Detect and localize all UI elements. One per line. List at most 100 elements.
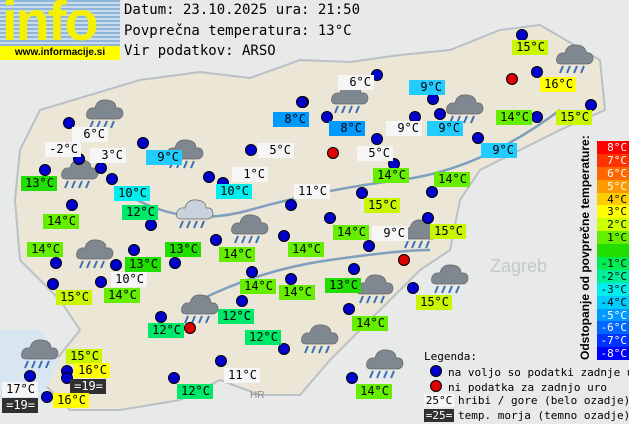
station-available-dot[interactable] (285, 199, 297, 211)
temperature-label: 10°C (114, 186, 150, 201)
temperature-label: 12°C (245, 330, 281, 345)
logo-text: info (2, 0, 99, 52)
temperature-label: 14°C (352, 316, 388, 331)
station-nodata-dot[interactable] (506, 73, 518, 85)
station-available-dot[interactable] (39, 164, 51, 176)
station-available-dot[interactable] (246, 266, 258, 278)
scale-row: -3°C (597, 282, 629, 296)
temperature-label: 8°C (329, 121, 365, 136)
station-nodata-dot[interactable] (184, 322, 196, 334)
station-available-dot[interactable] (236, 295, 248, 307)
scale-title: Odstopanje od povprečne temperature: (578, 135, 592, 360)
station-available-dot[interactable] (346, 372, 358, 384)
scale-row (597, 244, 629, 258)
rain-cloud-icon (430, 260, 470, 300)
temperature-label: 14°C (288, 242, 324, 257)
deviation-scale: 8°C 7°C 6°C 5°C 4°C 3°C 2°C 1°C -1°C -2°C -3°C -4°C… (597, 141, 629, 360)
station-available-dot[interactable] (41, 391, 53, 403)
temperature-label: 11°C (294, 184, 330, 199)
temperature-label: 3°C (90, 148, 126, 163)
station-available-dot[interactable] (168, 372, 180, 384)
station-available-dot[interactable] (356, 187, 368, 199)
temperature-label: 14°C (104, 288, 140, 303)
temperature-label: 14°C (27, 242, 63, 257)
station-available-dot[interactable] (128, 244, 140, 256)
scale-row: -1°C (597, 257, 629, 270)
temperature-label: 14°C (333, 225, 369, 240)
station-available-dot[interactable] (371, 133, 383, 145)
data-source: Vir podatkov: ARSO (124, 43, 276, 59)
station-available-dot[interactable] (210, 234, 222, 246)
sleet-cloud-icon (60, 155, 100, 195)
sea-temperature-label: =19= (70, 379, 106, 394)
rain-cloud-icon (180, 290, 220, 330)
station-nodata-dot[interactable] (398, 254, 410, 266)
station-available-dot[interactable] (422, 212, 434, 224)
scale-row: -2°C (597, 269, 629, 283)
heavy-rain-cloud-icon (20, 335, 60, 375)
rain-cloud-icon (365, 345, 405, 385)
temperature-label: 15°C (556, 110, 592, 125)
temperature-label: 14°C (43, 214, 79, 229)
station-available-dot[interactable] (348, 263, 360, 275)
station-available-dot[interactable] (137, 137, 149, 149)
station-available-dot[interactable] (434, 108, 446, 120)
station-available-dot[interactable] (278, 230, 290, 242)
heavy-rain-cloud-icon (555, 40, 595, 80)
station-available-dot[interactable] (110, 259, 122, 271)
station-available-dot[interactable] (426, 186, 438, 198)
temperature-label: 12°C (218, 309, 254, 324)
legend-nodata: ni podatka za zadnjo uro (424, 379, 607, 394)
station-available-dot[interactable] (407, 282, 419, 294)
temperature-label: 15°C (56, 290, 92, 305)
station-available-dot[interactable] (95, 276, 107, 288)
temperature-label: 13°C (21, 176, 57, 191)
temperature-label: 1°C (232, 167, 268, 182)
station-available-dot[interactable] (363, 240, 375, 252)
temperature-label: 10°C (111, 272, 147, 287)
station-available-dot[interactable] (324, 212, 336, 224)
station-available-dot[interactable] (95, 162, 107, 174)
temperature-label: 14°C (496, 110, 532, 125)
legend-available: na voljo so podatki zadnje ure (424, 364, 629, 379)
station-available-dot[interactable] (63, 117, 75, 129)
station-available-dot[interactable] (145, 219, 157, 231)
station-available-dot[interactable] (321, 111, 333, 123)
temperature-label: 9°C (481, 143, 517, 158)
station-available-dot[interactable] (215, 355, 227, 367)
station-available-dot[interactable] (343, 303, 355, 315)
temperature-label: 13°C (325, 278, 361, 293)
scale-row: 6°C (597, 166, 629, 180)
station-available-dot[interactable] (155, 311, 167, 323)
station-available-dot[interactable] (531, 111, 543, 123)
logo-url[interactable]: www.informacije.si (0, 46, 120, 60)
station-available-dot[interactable] (278, 343, 290, 355)
station-available-dot[interactable] (245, 144, 257, 156)
station-nodata-dot[interactable] (327, 147, 339, 159)
logo[interactable]: info www.informacije.si (0, 0, 120, 60)
scale-row: -8°C (597, 347, 629, 360)
temperature-label: 8°C (273, 112, 309, 127)
temperature-label: -2°C (45, 142, 81, 157)
temperature-label: 10°C (216, 184, 252, 199)
station-available-dot[interactable] (203, 171, 215, 183)
temperature-label: 14°C (373, 168, 409, 183)
station-available-dot[interactable] (531, 66, 543, 78)
station-available-dot[interactable] (24, 370, 36, 382)
station-available-dot[interactable] (296, 96, 308, 108)
station-available-dot[interactable] (50, 257, 62, 269)
station-available-dot[interactable] (285, 273, 297, 285)
light-rain-cloud-icon (175, 195, 215, 235)
station-available-dot[interactable] (66, 199, 78, 211)
station-available-dot[interactable] (169, 257, 181, 269)
station-available-dot[interactable] (106, 173, 118, 185)
station-available-dot[interactable] (472, 132, 484, 144)
temperature-label: 13°C (165, 242, 201, 257)
rain-cloud-icon (300, 320, 340, 360)
temperature-label: 15°C (364, 198, 400, 213)
temperature-label: 12°C (177, 384, 213, 399)
blue-dot-icon (430, 365, 442, 377)
temperature-label: 15°C (416, 295, 452, 310)
station-available-dot[interactable] (47, 278, 59, 290)
scale-row: 5°C (597, 179, 629, 193)
